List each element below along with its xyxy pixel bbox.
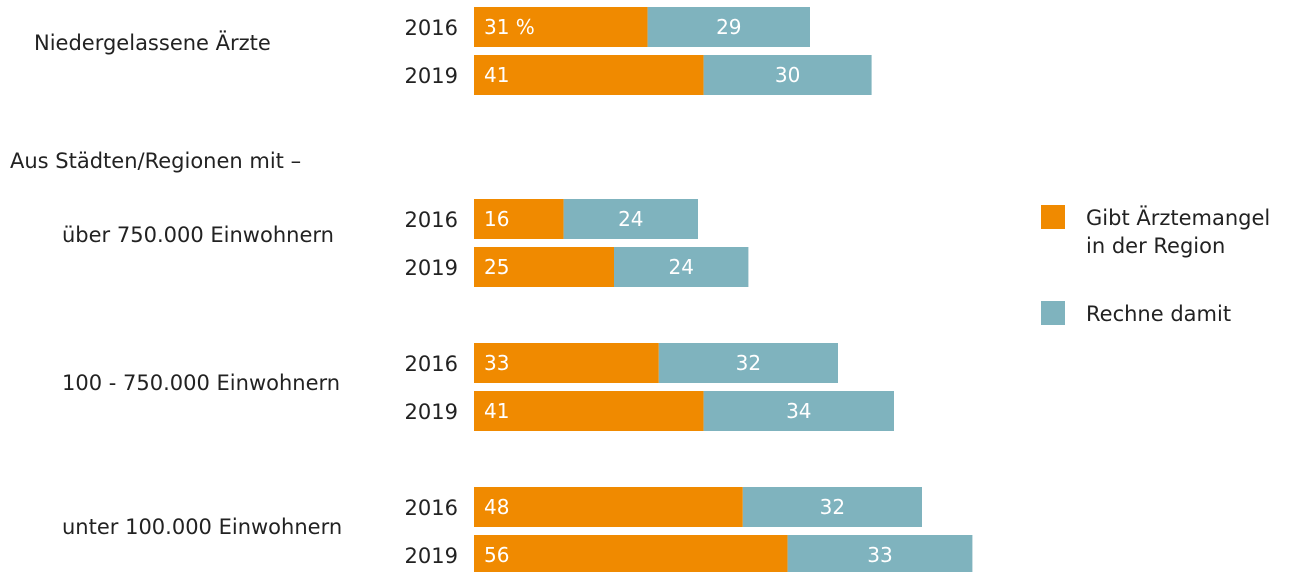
legend-label: Gibt Ärztemangel <box>1086 205 1270 230</box>
bar-gibt-aerztemangel <box>474 487 743 527</box>
data-label-gibt: 25 <box>484 255 509 279</box>
year-label: 2019 <box>405 256 458 280</box>
data-label-rechne: 33 <box>867 543 892 567</box>
bar-gibt-aerztemangel <box>474 535 788 572</box>
data-label-gibt: 33 <box>484 351 509 375</box>
bar-rechne-damit <box>647 7 810 47</box>
data-label-rechne: 29 <box>716 15 741 39</box>
legend-label: Rechne damit <box>1086 302 1231 326</box>
bar-rechne-damit <box>703 55 872 95</box>
year-label: 2016 <box>405 352 458 376</box>
category-label: unter 100.000 Einwohnern <box>62 515 342 539</box>
data-label-gibt: 41 <box>484 63 509 87</box>
legend-swatch-rechne <box>1041 301 1065 325</box>
bar-gibt-aerztemangel <box>474 55 704 95</box>
bar-rechne-damit <box>787 535 973 572</box>
data-label-gibt: 16 <box>484 207 509 231</box>
data-label-rechne: 24 <box>668 255 693 279</box>
bar-rechne-damit <box>658 343 838 383</box>
data-label-rechne: 32 <box>736 351 761 375</box>
category-label: Niedergelassene Ärzte <box>34 30 271 55</box>
data-label-rechne: 24 <box>618 207 643 231</box>
bar-gibt-aerztemangel <box>474 247 614 287</box>
data-label-rechne: 34 <box>786 399 811 423</box>
data-label-rechne: 30 <box>775 63 800 87</box>
data-label-gibt: 41 <box>484 399 509 423</box>
data-label-gibt: 31 % <box>484 15 535 39</box>
year-label: 2019 <box>405 544 458 568</box>
year-label: 2016 <box>405 496 458 520</box>
bar-rechne-damit <box>703 391 894 431</box>
data-label-gibt: 48 <box>484 495 509 519</box>
bar-gibt-aerztemangel <box>474 343 659 383</box>
bar-rechne-damit <box>563 199 698 239</box>
bar-gibt-aerztemangel <box>474 7 648 47</box>
bar-rechne-damit <box>614 247 749 287</box>
year-label: 2019 <box>405 400 458 424</box>
year-label: 2019 <box>405 64 458 88</box>
year-label: 2016 <box>405 16 458 40</box>
category-label: 100 - 750.000 Einwohnern <box>62 371 340 395</box>
bar-gibt-aerztemangel <box>474 199 564 239</box>
data-label-gibt: 56 <box>484 543 509 567</box>
bar-gibt-aerztemangel <box>474 391 704 431</box>
section-header: Aus Städten/Regionen mit – <box>10 149 301 173</box>
category-label: über 750.000 Einwohnern <box>62 223 334 247</box>
year-label: 2016 <box>405 208 458 232</box>
data-label-rechne: 32 <box>820 495 845 519</box>
legend-label: in der Region <box>1086 234 1225 258</box>
bar-rechne-damit <box>742 487 922 527</box>
legend-swatch-gibt <box>1041 205 1065 229</box>
